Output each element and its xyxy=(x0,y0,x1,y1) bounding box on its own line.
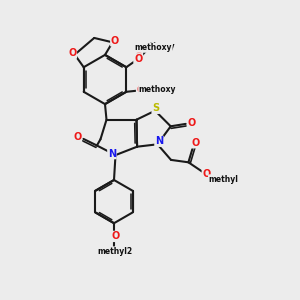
Text: S: S xyxy=(152,103,159,113)
Text: O: O xyxy=(134,54,142,64)
Text: O: O xyxy=(73,132,82,142)
Text: O: O xyxy=(134,52,142,62)
Text: N: N xyxy=(155,136,163,146)
Text: O: O xyxy=(136,85,145,95)
Text: methoxy: methoxy xyxy=(135,43,172,52)
Text: methoxy: methoxy xyxy=(136,42,175,51)
Text: methyl2: methyl2 xyxy=(97,247,132,256)
Text: O: O xyxy=(68,48,76,58)
Text: O: O xyxy=(111,231,120,242)
Text: N: N xyxy=(108,148,116,159)
Text: methoxy: methoxy xyxy=(139,85,176,94)
Text: O: O xyxy=(202,169,211,179)
Text: O: O xyxy=(188,118,196,128)
Text: O: O xyxy=(111,36,119,46)
Text: O: O xyxy=(191,138,200,148)
Text: methyl: methyl xyxy=(208,175,238,184)
